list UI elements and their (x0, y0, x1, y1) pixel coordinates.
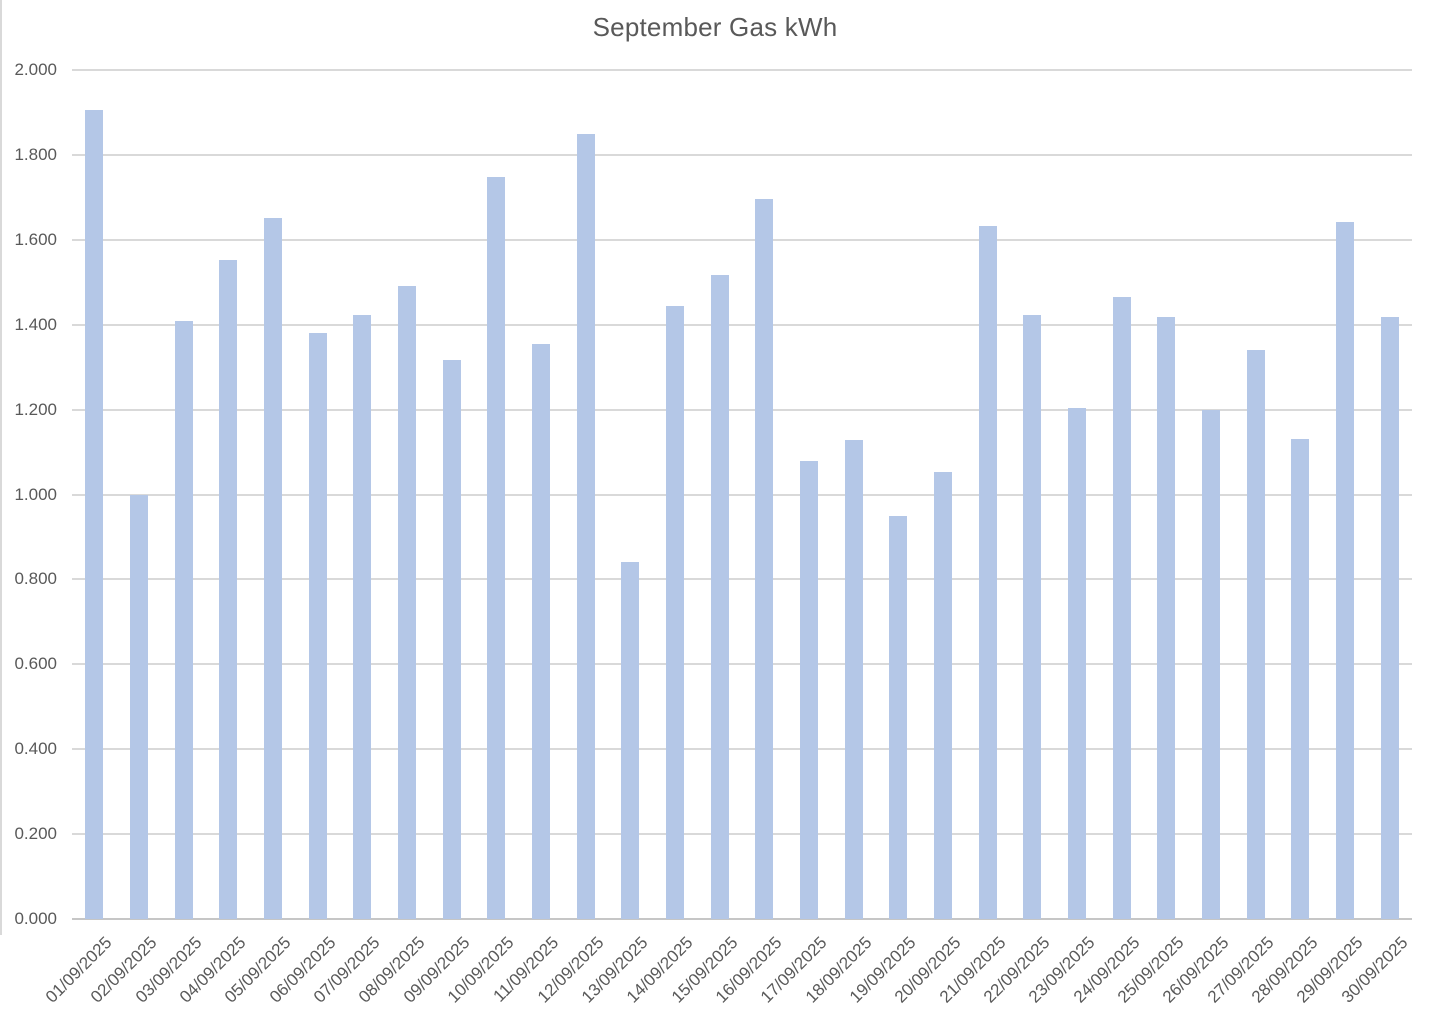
y-axis-tick-label: 1.600 (14, 229, 57, 249)
bar (844, 440, 863, 919)
bar (710, 274, 729, 919)
bar (1336, 221, 1354, 919)
bar (889, 515, 908, 919)
bar (755, 199, 774, 919)
bar (1202, 410, 1220, 919)
bar (130, 494, 148, 919)
bar (85, 110, 104, 919)
bar (442, 359, 461, 919)
y-axis-tick-label: 2.000 (14, 60, 57, 79)
bar (978, 226, 997, 919)
y-axis-tick-label: 0.200 (14, 824, 57, 844)
window-left-border (0, 0, 2, 935)
bar (1291, 438, 1310, 919)
gridline (72, 833, 1412, 836)
x-axis-line (72, 918, 1412, 920)
gridline (72, 323, 1412, 326)
bar (1112, 297, 1131, 919)
gridline (72, 69, 1412, 71)
bar (576, 134, 595, 919)
gridline (72, 493, 1412, 496)
gridline (72, 238, 1412, 241)
bar (308, 332, 327, 919)
bar (934, 472, 952, 919)
bar (487, 177, 506, 919)
chart-title: September Gas kWh (592, 12, 838, 42)
bar (353, 314, 372, 919)
y-axis-tick-label: 0.600 (14, 654, 57, 674)
bar (1157, 317, 1176, 919)
bar (1246, 350, 1265, 919)
bar (1023, 314, 1042, 919)
bar (219, 259, 238, 919)
bar (621, 561, 640, 919)
y-axis-tick-label: 0.800 (14, 569, 57, 589)
bar (532, 344, 550, 919)
bar (666, 306, 684, 919)
bar (800, 460, 818, 919)
y-axis-tick-label: 1.000 (14, 484, 57, 504)
bar (174, 320, 193, 919)
gridline (72, 578, 1412, 581)
y-axis-tick-label: 0.000 (14, 909, 57, 928)
y-axis-tick-label: 0.400 (14, 739, 57, 759)
y-axis-tick-label: 1.400 (14, 314, 57, 334)
bar (1380, 316, 1399, 919)
gridline (72, 153, 1412, 156)
y-axis-tick-label: 1.800 (14, 144, 57, 164)
bar (264, 218, 282, 919)
gridline (72, 408, 1412, 411)
y-axis-tick-label: 1.200 (14, 399, 57, 419)
bar (1068, 407, 1086, 919)
bar (398, 286, 416, 919)
gridline (72, 663, 1412, 666)
gridline (72, 748, 1412, 751)
